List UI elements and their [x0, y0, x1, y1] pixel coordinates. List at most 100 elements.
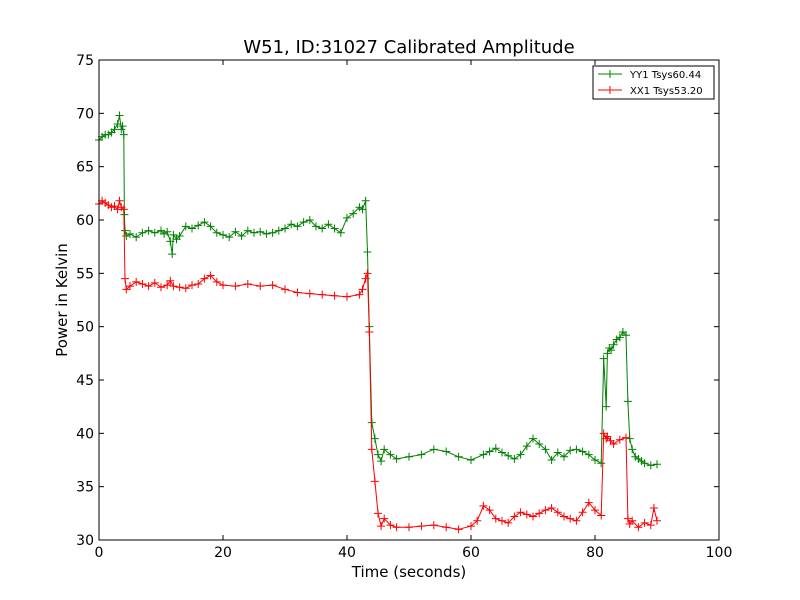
- data-point: [522, 442, 531, 451]
- legend: YY1 Tsys60.44 XX1 Tsys53.20: [592, 65, 715, 100]
- data-point: [625, 434, 634, 443]
- data-point: [454, 525, 463, 534]
- data-point: [377, 457, 386, 466]
- data-point: [547, 504, 556, 512]
- data-point: [386, 521, 395, 530]
- data-point: [370, 477, 379, 486]
- data-point: [622, 331, 630, 340]
- data-point: [566, 446, 575, 455]
- data-point: [374, 509, 382, 518]
- data-point: [305, 216, 314, 224]
- y-tick-label: 30: [76, 533, 94, 549]
- data-point: [560, 452, 568, 461]
- data-point: [374, 450, 382, 459]
- data-point: [541, 445, 550, 454]
- data-point: [529, 434, 537, 443]
- y-tick-label: 35: [76, 480, 94, 496]
- data-point: [363, 269, 372, 278]
- data-point: [200, 274, 209, 283]
- data-point: [349, 209, 358, 218]
- data-point: [365, 328, 374, 336]
- data-point: [231, 282, 240, 291]
- data-point: [358, 205, 367, 214]
- data-point: [122, 285, 131, 294]
- data-point: [634, 523, 643, 532]
- x-tick-label: 100: [706, 545, 733, 561]
- data-point: [529, 512, 537, 521]
- data-point: [417, 450, 426, 459]
- data-point: [615, 435, 624, 444]
- data-point: [603, 432, 612, 441]
- data-point: [541, 506, 550, 515]
- legend-label: YY1 Tsys60.44: [629, 70, 701, 81]
- x-axis-label: Time (seconds): [351, 563, 467, 581]
- data-point: [206, 271, 215, 280]
- data-point: [560, 512, 568, 521]
- data-point: [126, 282, 134, 291]
- data-point: [653, 460, 661, 469]
- data-point: [299, 218, 308, 227]
- data-point: [119, 205, 128, 214]
- data-point: [122, 232, 131, 240]
- data-point: [256, 282, 265, 291]
- series-xx1: [95, 196, 661, 534]
- data-point: [281, 224, 289, 233]
- data-point: [646, 461, 655, 470]
- data-point: [597, 511, 606, 520]
- data-point: [485, 506, 494, 515]
- data-point: [175, 232, 184, 240]
- plot-area: 0 20 40 60 80 100 30 35 40 45 50 55 60 65 70 75: [76, 53, 732, 561]
- data-point: [318, 224, 327, 233]
- data-point: [467, 456, 475, 464]
- data-point: [454, 452, 463, 461]
- data-point: [169, 282, 178, 291]
- data-point: [628, 516, 637, 525]
- series-layer: [95, 111, 661, 534]
- data-point: [510, 454, 519, 463]
- data-point: [166, 276, 175, 285]
- y-tick-label: 65: [76, 160, 94, 176]
- data-point: [231, 227, 240, 236]
- legend-marker: [606, 70, 614, 78]
- legend-entries: YY1 Tsys60.44 XX1 Tsys53.20: [598, 70, 703, 97]
- data-point: [268, 228, 277, 237]
- data-point: [188, 281, 196, 290]
- data-point: [491, 514, 500, 523]
- y-tick-label: 55: [76, 266, 94, 282]
- data-point: [547, 456, 556, 464]
- data-point: [212, 277, 221, 286]
- data-point: [256, 227, 265, 236]
- data-point: [405, 452, 413, 461]
- data-point: [504, 518, 513, 527]
- data-point: [649, 504, 658, 512]
- y-tick-label: 40: [76, 426, 94, 442]
- x-tick-label: 60: [462, 545, 480, 561]
- data-point: [343, 292, 351, 301]
- data-point: [219, 281, 227, 290]
- data-point: [163, 281, 172, 290]
- data-point: [429, 521, 438, 530]
- data-point: [194, 280, 203, 288]
- y-axis-label: Power in Kelvin: [53, 243, 71, 357]
- data-point: [237, 232, 246, 240]
- data-point: [392, 454, 401, 463]
- data-point: [602, 402, 611, 411]
- data-point: [200, 218, 209, 227]
- data-point: [370, 434, 379, 443]
- data-point: [274, 226, 283, 235]
- data-point: [572, 516, 581, 525]
- data-point: [628, 445, 637, 454]
- data-point: [150, 228, 159, 237]
- y-tick-label: 60: [76, 213, 94, 229]
- data-point: [566, 514, 575, 523]
- data-point: [498, 448, 506, 457]
- data-point: [597, 459, 606, 468]
- data-point: [485, 447, 494, 456]
- data-point: [293, 288, 302, 297]
- y-tick-label: 70: [76, 106, 94, 122]
- data-point: [591, 506, 599, 515]
- data-point: [591, 456, 599, 464]
- data-point: [268, 281, 277, 290]
- data-point: [330, 291, 339, 300]
- data-point: [584, 498, 593, 507]
